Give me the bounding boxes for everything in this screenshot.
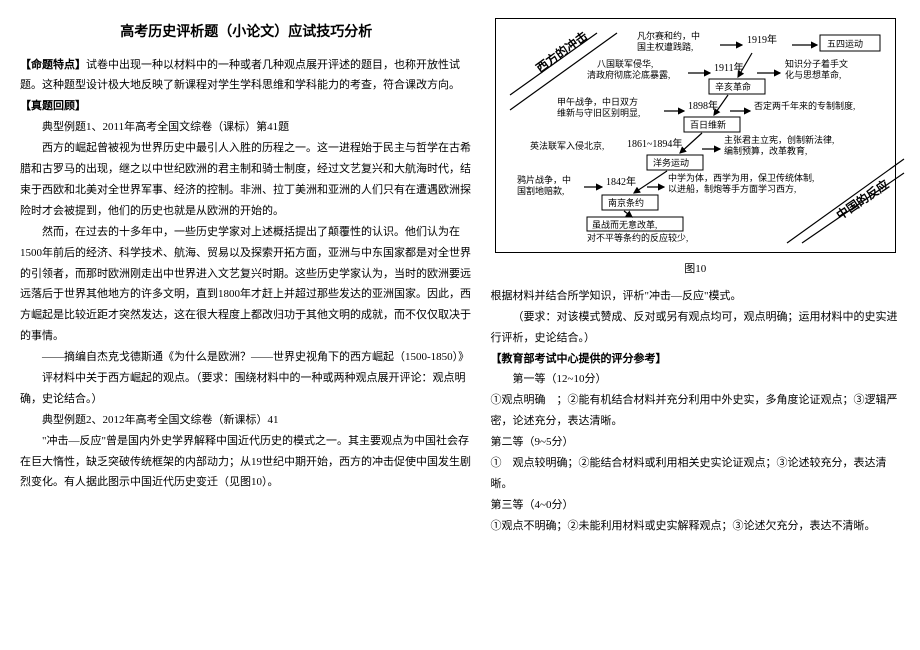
bottom-1: 虽战而无意改革,: [592, 219, 657, 230]
left-column: 高考历史评析题（小论文）应试技巧分析 【命题特点】试卷中出现一种以材料中的一种或…: [20, 18, 473, 537]
row1-year: 1919年: [747, 33, 777, 46]
row1-left-b: 国主权遭践踏,: [637, 41, 693, 52]
example-1-title: 典型例题1、2011年高考全国文综卷（课标）第41题: [20, 117, 473, 138]
row5-left-b: 国割地赔款,: [517, 185, 564, 196]
row5-mid: 南京条约: [608, 197, 644, 208]
row5-right-b: 以进船，制炮等手方面学习西方,: [668, 183, 796, 194]
requirement-line: （要求：对该模式赞成、反对或另有观点均可，观点明确；运用材料中的史实进行评析，史…: [491, 307, 900, 349]
row1-right: 五四运动: [827, 39, 863, 49]
row5-year: 1842年: [606, 175, 636, 188]
row3-left-b: 维新与守旧区别明显,: [557, 107, 640, 118]
source-line: ——摘编自杰克戈德斯通《为什么是欧洲？——世界史视角下的西方崛起（1500-18…: [42, 347, 473, 368]
paragraph-4: 评材料中关于西方崛起的观点。（要求：围绕材料中的一种或两种观点展开评论：观点明确…: [20, 368, 473, 410]
diag-right-label: 中国的反应: [833, 176, 891, 222]
section-label-3: 【教育部考试中心提供的评分参考】: [491, 349, 900, 370]
paragraph-2: 西方的崛起曾被视为世界历史中最引人入胜的历程之一。这一进程始于民主与哲学在古希腊…: [20, 138, 473, 222]
row2-left-b: 清政府彻底沦底暴露,: [587, 69, 670, 80]
row3-mid: 百日维新: [690, 119, 726, 130]
row2-right-a: 知识分子着手文: [785, 58, 848, 69]
paragraph-5: "冲击—反应"曾是国内外史学界解释中国近代历史的模式之一。其主要观点为中国社会存…: [20, 431, 473, 494]
impact-response-diagram: 西方的冲击 中国的反应 凡尔赛和约，中 国主权遭践踏, 1919年 五四运动 八…: [502, 25, 912, 248]
tier3-title: 第三等（4~0分）: [491, 495, 900, 516]
section-label-2: 【真题回顾】: [20, 96, 473, 117]
row3-right: 否定两千年来的专制制度,: [754, 100, 855, 111]
diag-left-label: 西方的冲击: [532, 28, 589, 75]
tier2-body: ① 观点较明确；②能结合材料或利用相关史实论证观点；③论述较充分，表达清晰。: [491, 453, 900, 495]
row2-mid: 辛亥革命: [715, 81, 751, 92]
row2-year: 1911年: [714, 61, 744, 74]
row4-year: 1861~1894年: [627, 137, 682, 150]
row5-right-a: 中学为体，西学为用，保卫传统体制,: [668, 172, 814, 183]
row3-left-a: 甲午战争，中日双方: [557, 96, 638, 107]
row2-left-a: 八国联军侵华,: [597, 58, 653, 69]
tier3-body: ①观点不明确；②未能利用材料或史实解释观点；③论述欠充分，表达不清晰。: [491, 516, 900, 537]
page-title: 高考历史评析题（小论文）应试技巧分析: [20, 18, 473, 45]
paragraph-1: 试卷中出现一种以材料中的一种或者几种观点展开评述的题目，也称开放性试题。这种题型…: [20, 59, 460, 92]
figure-caption: 图10: [491, 259, 900, 280]
example-2-title: 典型例题2、2012年高考全国文综卷（新课标）41: [20, 410, 473, 431]
section-label-1: 【命题特点】试卷中出现一种以材料中的一种或者几种观点展开评述的题目，也称开放性试…: [20, 55, 473, 97]
row4-mid: 洋务运动: [653, 157, 689, 168]
paragraph-3: 然而，在过去的十多年中，一些历史学家对上述概括提出了颠覆性的认识。他们认为在15…: [20, 222, 473, 347]
row2-right-b: 化与思想革命,: [785, 69, 841, 80]
row4-right-a: 主张君主立宪，创制新法律,: [724, 134, 834, 145]
right-column: 西方的冲击 中国的反应 凡尔赛和约，中 国主权遭践踏, 1919年 五四运动 八…: [491, 18, 900, 537]
question-line: 根据材料并结合所学知识，评析"冲击—反应"模式。: [491, 286, 900, 307]
row4-left: 英法联军入侵北京,: [530, 140, 604, 151]
label-cmd: 【命题特点】: [20, 59, 86, 71]
tier2-title: 第二等（9~5分）: [491, 432, 900, 453]
row5-left-a: 鸦片战争，中: [517, 174, 571, 185]
tier1-title: 第一等（12~10分）: [491, 369, 900, 390]
row3-year: 1898年: [688, 99, 718, 112]
bottom-2: 对不平等条约的反应较少,: [587, 232, 688, 243]
tier1-body: ①观点明确 ；②能有机结合材料并充分利用中外史实，多角度论证观点；③逻辑严密，论…: [491, 390, 900, 432]
row1-left-a: 凡尔赛和约，中: [637, 30, 700, 41]
diagram-figure: 西方的冲击 中国的反应 凡尔赛和约，中 国主权遭践踏, 1919年 五四运动 八…: [495, 18, 896, 253]
row4-right-b: 编制预算，改革教育,: [724, 145, 807, 156]
